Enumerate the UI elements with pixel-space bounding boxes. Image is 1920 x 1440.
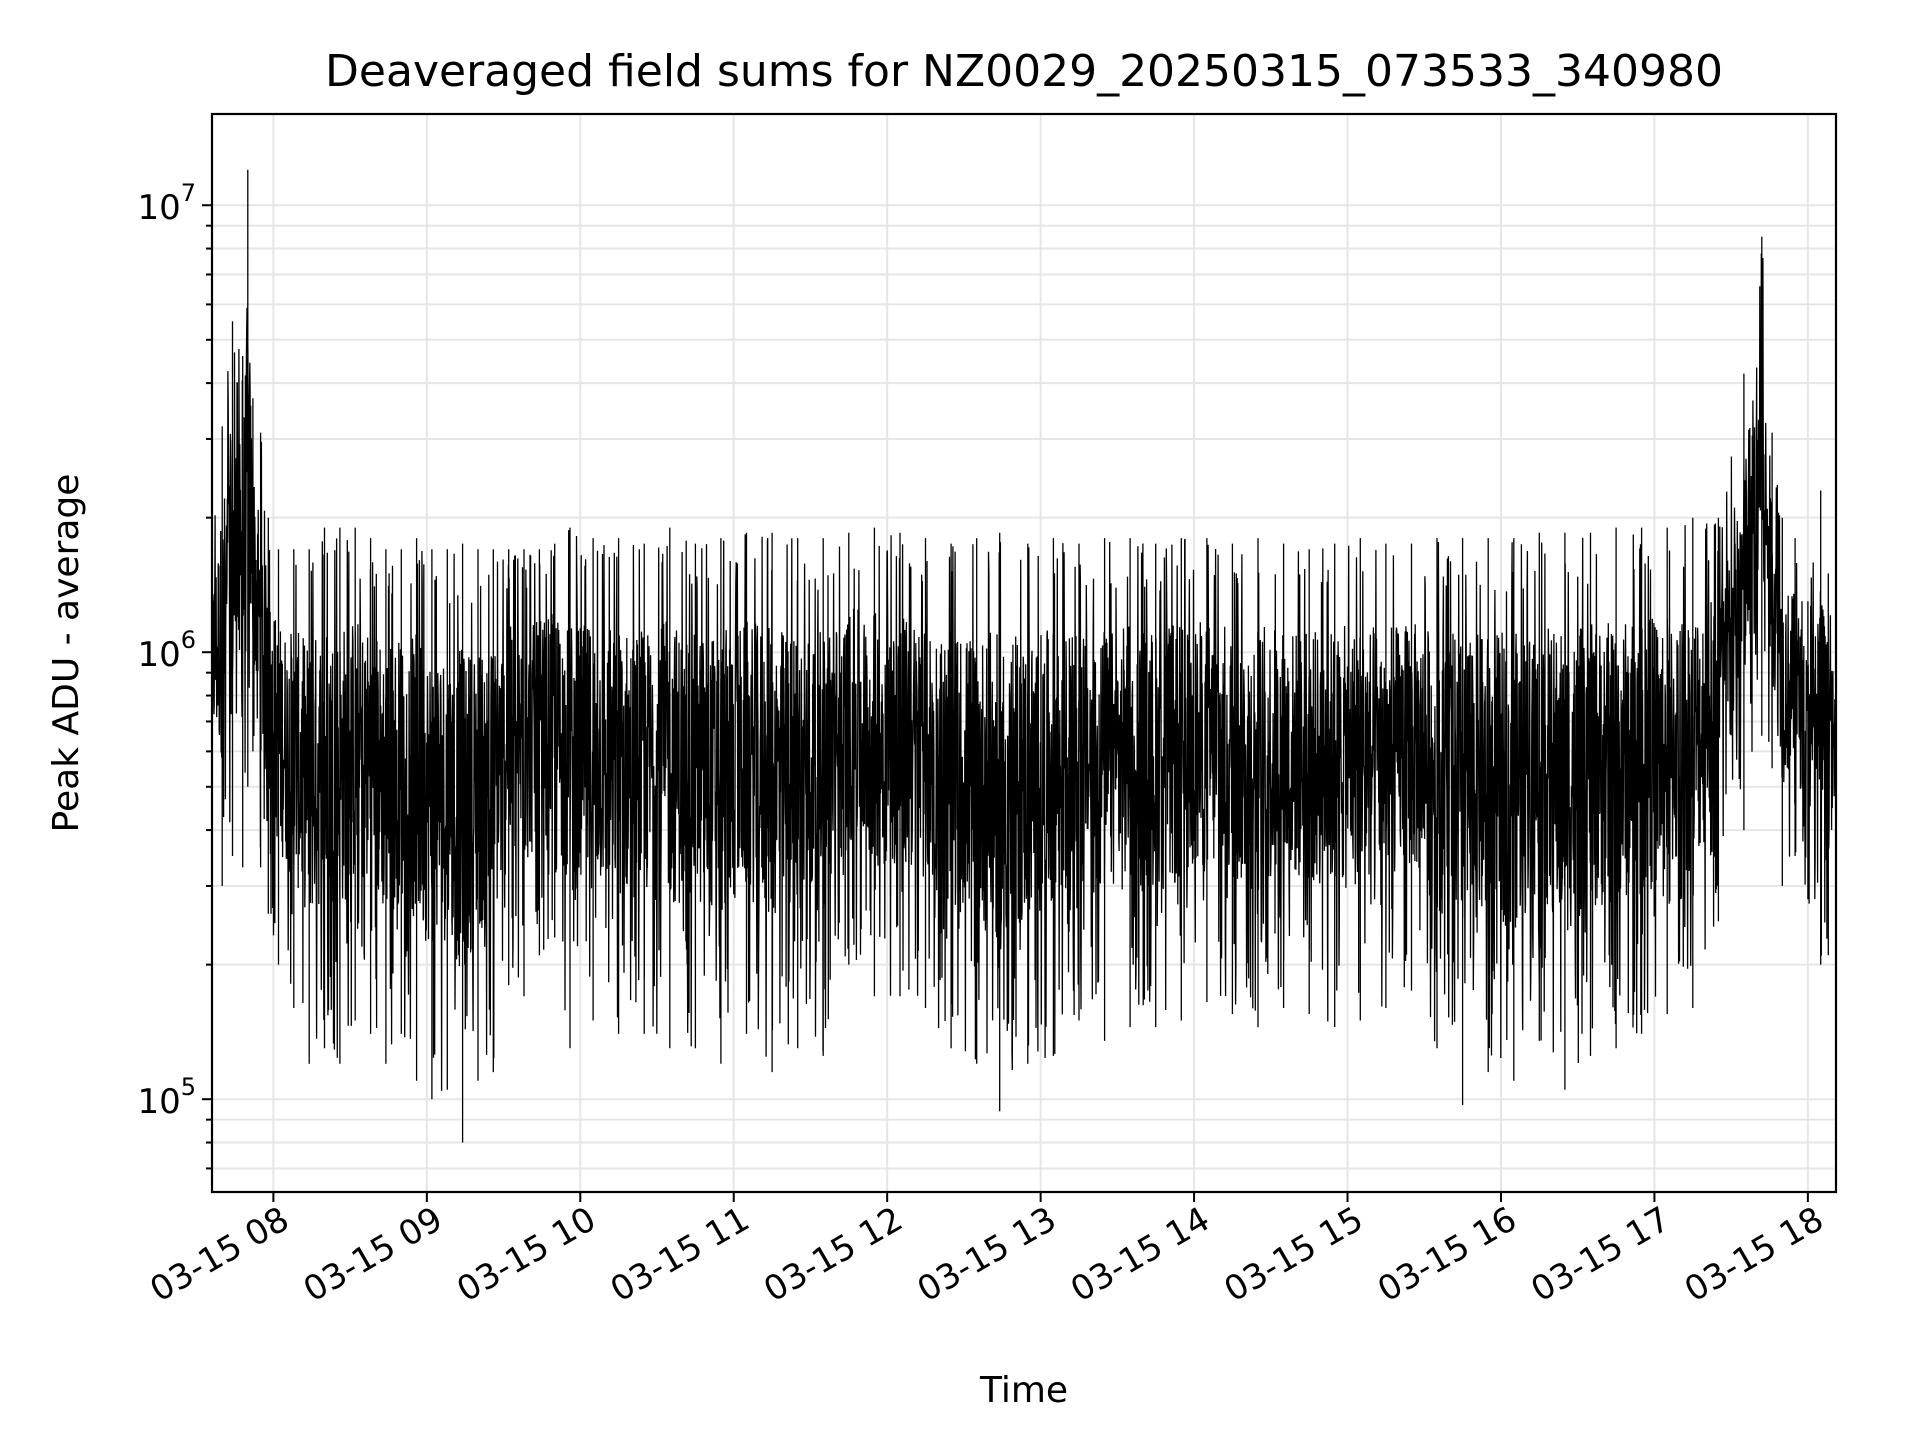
x-tick-label: 03-15 18 [1678,1199,1830,1310]
y-tick-label: 106 [137,626,196,675]
x-tick-label: 03-15 12 [757,1199,909,1310]
x-tick-label: 03-15 14 [1064,1199,1216,1310]
x-tick-label: 03-15 08 [143,1199,295,1310]
y-axis-label: Peak ADU - average [46,474,87,833]
x-axis-label: Time [979,1370,1068,1411]
x-tick-label: 03-15 16 [1371,1199,1523,1310]
x-tick-label: 03-15 13 [911,1199,1063,1310]
x-tick-label: 03-15 15 [1218,1199,1370,1310]
series-path [211,169,1837,1143]
y-tick-label: 107 [137,179,196,228]
x-tick-label: 03-15 17 [1525,1199,1677,1310]
x-tick-label: 03-15 10 [450,1199,602,1310]
x-tick-label: 03-15 09 [297,1199,449,1310]
series-line [211,169,1837,1143]
chart-title: Deaveraged field sums for NZ0029_2025031… [325,46,1723,97]
x-tick-label: 03-15 11 [604,1199,756,1310]
y-tick-label: 105 [137,1073,196,1122]
